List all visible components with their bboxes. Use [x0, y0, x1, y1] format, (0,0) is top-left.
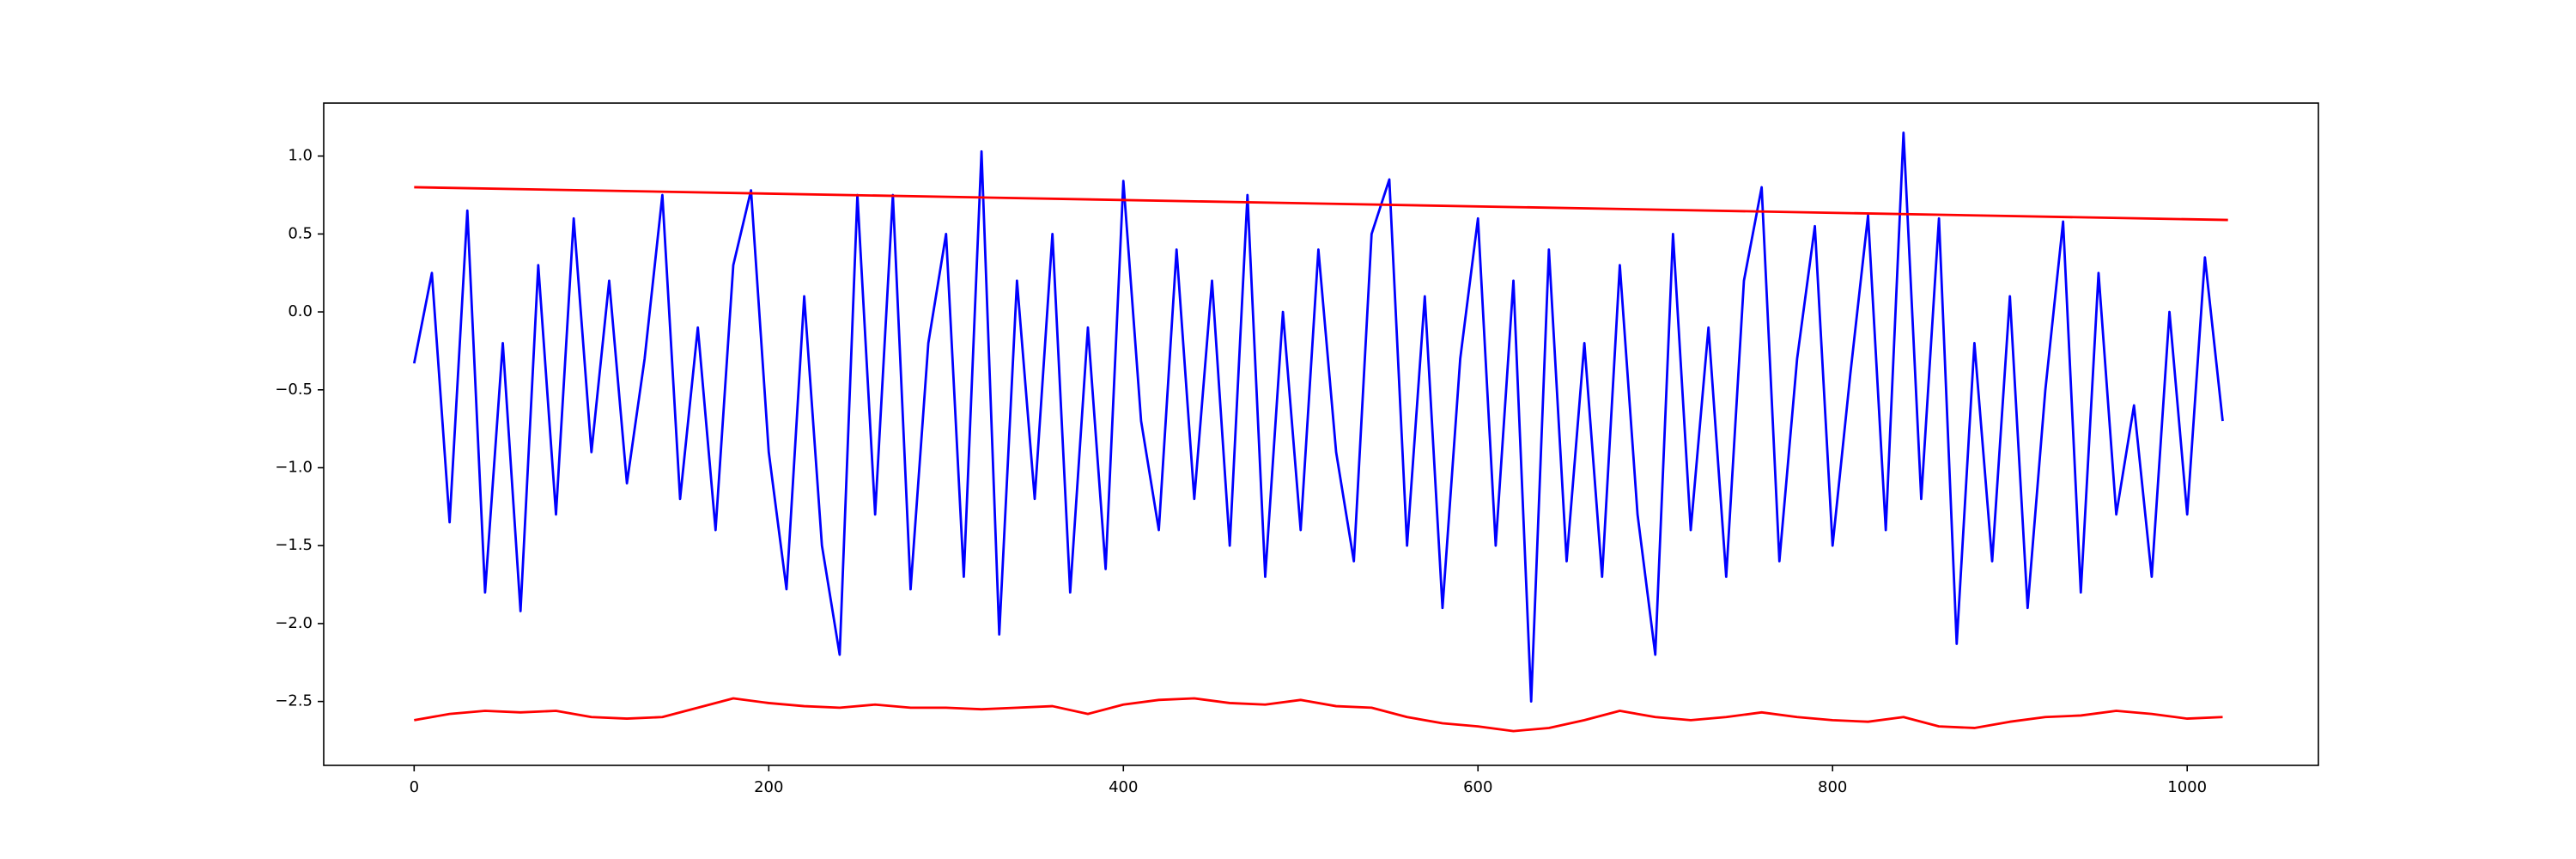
x-tick-label: 600 [1463, 778, 1492, 796]
x-tick-label: 0 [410, 778, 419, 796]
series-line [414, 186, 2228, 222]
y-tick-label: 0.5 [288, 224, 313, 242]
y-tick-label: −2.0 [275, 614, 313, 632]
y-tick-label: 0.0 [288, 302, 313, 320]
y-tick-label: −0.5 [275, 381, 313, 399]
x-tick-label: 800 [1818, 778, 1847, 796]
series-line [414, 697, 2223, 733]
plot-frame [323, 102, 2319, 766]
y-tick-label: −1.0 [275, 459, 313, 477]
y-tick-label: 1.0 [288, 147, 313, 165]
x-tick-label: 1000 [2167, 778, 2207, 796]
series-line [412, 131, 2224, 704]
y-tick-label: −1.5 [275, 536, 313, 554]
x-tick-label: 200 [754, 778, 783, 796]
x-tick-label: 400 [1109, 778, 1138, 796]
y-tick-label: −2.5 [275, 692, 313, 710]
